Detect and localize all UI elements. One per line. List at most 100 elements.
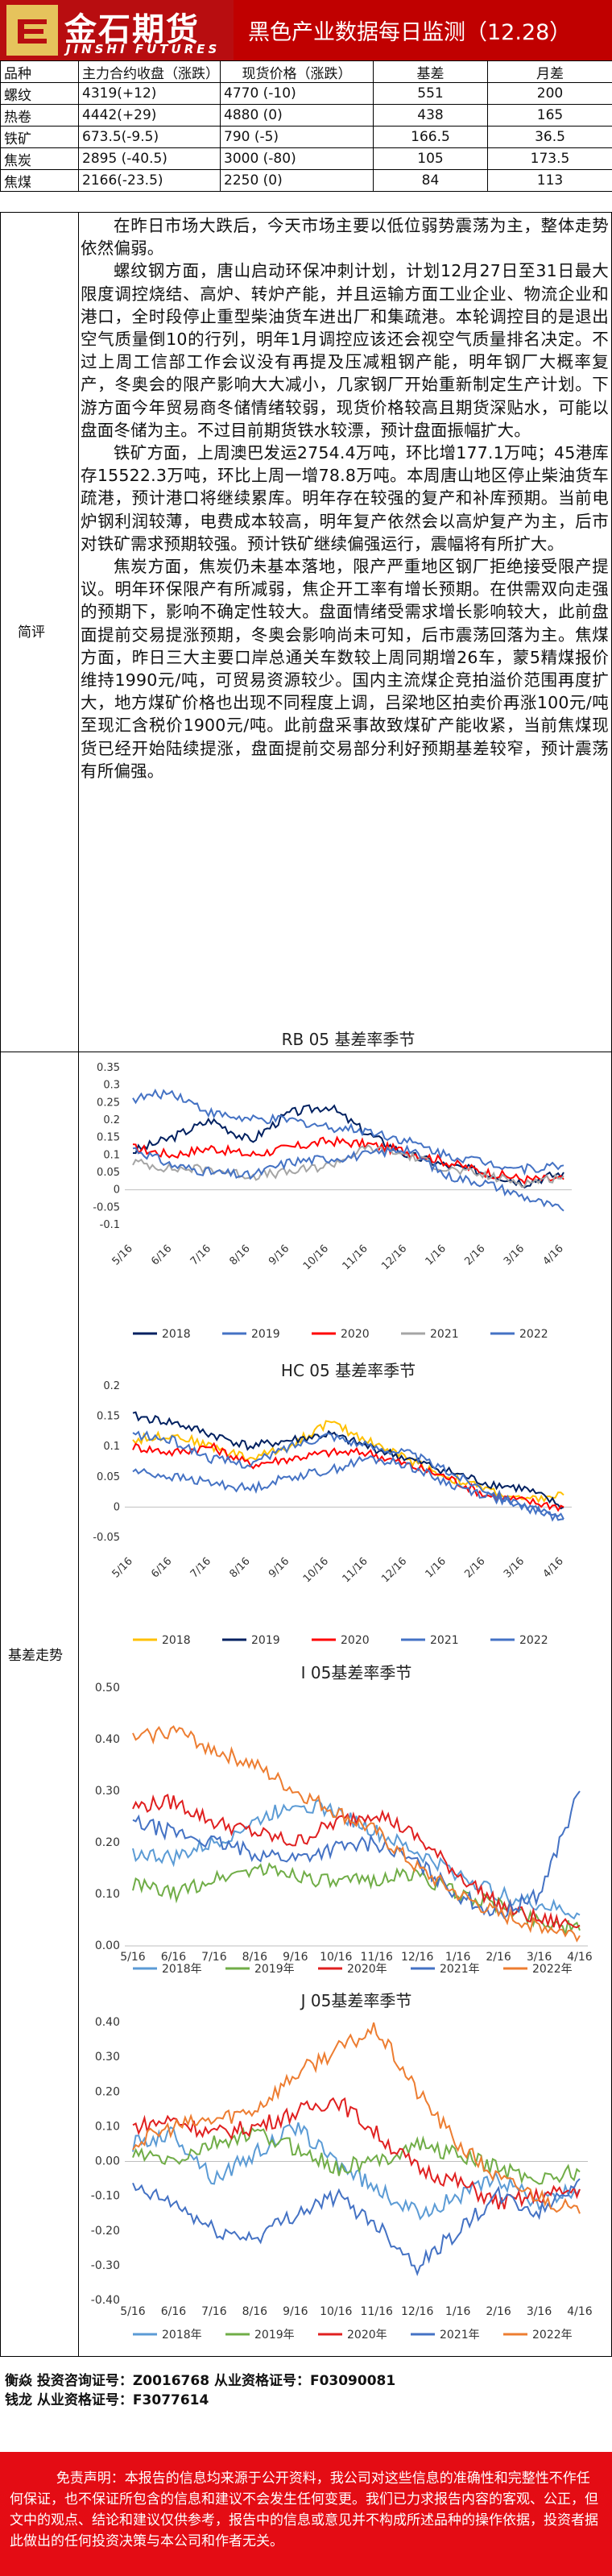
page-title: 黑色产业数据每日监测（12.28）	[234, 0, 612, 60]
table-row: 焦炭 2895 (-40.5) 3000 (-80) 105 173.5	[0, 147, 612, 170]
y-tick-label: 0	[114, 1501, 120, 1513]
x-tick-label: 6/16	[161, 1951, 187, 1964]
table-row: 螺纹 4319(+12) 4770 (-10) 551 200	[0, 82, 612, 105]
analyst-line: 衡焱 投资咨询证号：Z0016768 从业资格证号：F03090081	[5, 2373, 396, 2389]
x-tick-label: 8/16	[227, 1242, 252, 1267]
x-tick-label: 8/16	[242, 1951, 268, 1964]
cell-close: 2166(-23.5)	[78, 169, 221, 192]
header-cell: 基差	[373, 60, 488, 83]
x-tick-label: 9/16	[267, 1555, 292, 1580]
disclaimer: 免责声明：本报告的信息均来源于公开资料，我公司对这些信息的准确性和完整性不作任何…	[0, 2452, 612, 2576]
series-line-2019	[132, 1088, 564, 1176]
x-tick-label: 2/16	[462, 1242, 487, 1267]
y-tick-label: 0.15	[97, 1411, 120, 1423]
series-line-2020	[132, 1135, 564, 1185]
cell-product: 铁矿	[0, 126, 79, 148]
y-tick-label: 0.30	[95, 1785, 120, 1798]
x-tick-label: 1/16	[445, 1951, 471, 1964]
cell-spread: 113	[487, 169, 612, 192]
logo-english-text: JINSHI FUTURES	[66, 42, 221, 56]
y-tick-label: 0.05	[97, 1471, 120, 1483]
y-tick-label: 0.15	[97, 1132, 120, 1144]
x-tick-label: 11/16	[341, 1555, 370, 1585]
cell-product: 热卷	[0, 104, 79, 127]
legend-label: 2018年	[162, 2329, 202, 2342]
series-line-2020年	[132, 1794, 581, 1931]
x-tick-label: 11/16	[361, 2305, 393, 2318]
y-tick-label: -0.05	[93, 1532, 120, 1544]
cell-product: 焦煤	[0, 169, 79, 192]
x-tick-label: 10/16	[320, 1951, 352, 1964]
y-tick-label: 0.20	[95, 1836, 120, 1849]
x-tick-label: 10/16	[320, 2305, 352, 2318]
legend-label: 2021	[430, 1634, 459, 1647]
series-line-2018年	[132, 2122, 581, 2221]
cell-close: 673.5(-9.5)	[78, 126, 221, 148]
y-tick-label: 0.50	[95, 1682, 120, 1695]
column-divider	[78, 212, 79, 2357]
i05-basis-chart-svg: I 05基差率季节 0.50 0.40 0.30 0.20 0.10 0.005/16 6/1…	[95, 1664, 593, 1976]
x-tick-label: 7/16	[201, 2305, 227, 2318]
legend-label: 2022年	[532, 1963, 573, 1976]
y-tick-label: -0.30	[91, 2259, 120, 2272]
series-line-2020年	[132, 2097, 581, 2209]
x-tick-label: 5/16	[110, 1242, 135, 1267]
x-tick-label: 2/16	[486, 2305, 511, 2318]
cell-spot: 4770 (-10)	[220, 82, 374, 105]
x-tick-label: 7/16	[188, 1555, 213, 1580]
y-tick-label: 0.1	[103, 1441, 120, 1453]
rb05-basis-chart-svg: RB 05 基差率季节 0.35 0.3 0.25 0.2 0.15 0.1 0.05 0 -0.…	[93, 1030, 572, 1341]
market-commentary: 在昨日市场大跌后，今天市场主要以低位弱势震荡为主，整体走势依然偏弱。 螺纹钢方面…	[81, 214, 609, 782]
cell-basis: 551	[373, 82, 488, 105]
cell-basis: 438	[373, 104, 488, 127]
market-data-table: 品种 主力合约收盘（涨跌） 现货价格（涨跌） 基差 月差 螺纹 4319(+12…	[0, 60, 612, 192]
legend-label: 2020年	[347, 2329, 387, 2342]
x-tick-label: 5/16	[120, 1951, 146, 1964]
cell-spot: 790 (-5)	[220, 126, 374, 148]
legend-label: 2022年	[532, 2329, 573, 2342]
x-tick-label: 2/16	[486, 1951, 511, 1964]
x-tick-label: 9/16	[283, 1951, 308, 1964]
x-tick-label: 12/16	[379, 1242, 409, 1272]
y-tick-label: 0.2	[103, 1380, 120, 1392]
chart-title: HC 05 基差率季节	[281, 1361, 416, 1380]
legend-label: 2020年	[347, 1963, 387, 1976]
series-line-2018	[132, 1104, 564, 1188]
legend-label: 2022	[519, 1328, 548, 1341]
cell-basis: 166.5	[373, 126, 488, 148]
y-tick-label: 0.2	[103, 1114, 120, 1126]
y-tick-label: 0.35	[97, 1062, 120, 1074]
y-tick-label: -0.20	[91, 2225, 120, 2238]
header-cell: 主力合约收盘（涨跌）	[78, 60, 221, 83]
y-tick-label: 0.40	[95, 2016, 120, 2029]
cell-product: 螺纹	[0, 82, 79, 105]
company-logo: 金石期货 JINSHI FUTURES	[0, 0, 234, 60]
y-tick-label: 0.40	[95, 1733, 120, 1746]
y-tick-label: -0.05	[93, 1201, 120, 1213]
hc05-basis-chart-svg: HC 05 基差率季节 0.2 0.15 0.1 0.05 0 -0.05 5/16 6/16 7…	[93, 1361, 572, 1647]
commentary-paragraph: 在昨日市场大跌后，今天市场主要以低位弱势震荡为主，整体走势依然偏弱。	[81, 216, 609, 259]
header-cell: 品种	[0, 60, 79, 83]
x-tick-label: 4/16	[541, 1555, 566, 1580]
cell-spread: 36.5	[487, 126, 612, 148]
analyst-line: 钱龙 从业资格证号：F3077614	[5, 2392, 209, 2408]
chart-title: J 05基差率季节	[300, 1991, 412, 2010]
y-tick-label: 0.00	[95, 1939, 120, 1952]
x-tick-label: 7/16	[188, 1242, 213, 1267]
cell-spot: 4880 (0)	[220, 104, 374, 127]
y-tick-label: 0.20	[95, 2085, 120, 2098]
y-tick-label: -0.40	[91, 2294, 120, 2307]
x-tick-label: 8/16	[227, 1555, 252, 1580]
y-tick-label: 0.1	[103, 1149, 120, 1161]
legend-label: 2019	[251, 1328, 280, 1341]
cell-basis: 84	[373, 169, 488, 192]
x-tick-label: 3/16	[502, 1242, 527, 1267]
series-line-2021	[132, 1144, 564, 1188]
rb05-basis-chart: RB 05 基差率季节 0.35 0.3 0.25 0.2 0.15 0.1 0.05 0 -0.…	[81, 1011, 609, 1350]
y-tick-label: 0.10	[95, 2120, 120, 2133]
x-tick-label: 1/16	[445, 2305, 471, 2318]
table-row: 热卷 4442(+29) 4880 (0) 438 165	[0, 104, 612, 127]
x-tick-label: 12/16	[401, 1951, 433, 1964]
y-tick-label: 0.10	[95, 1888, 120, 1901]
header-cell: 月差	[487, 60, 612, 83]
